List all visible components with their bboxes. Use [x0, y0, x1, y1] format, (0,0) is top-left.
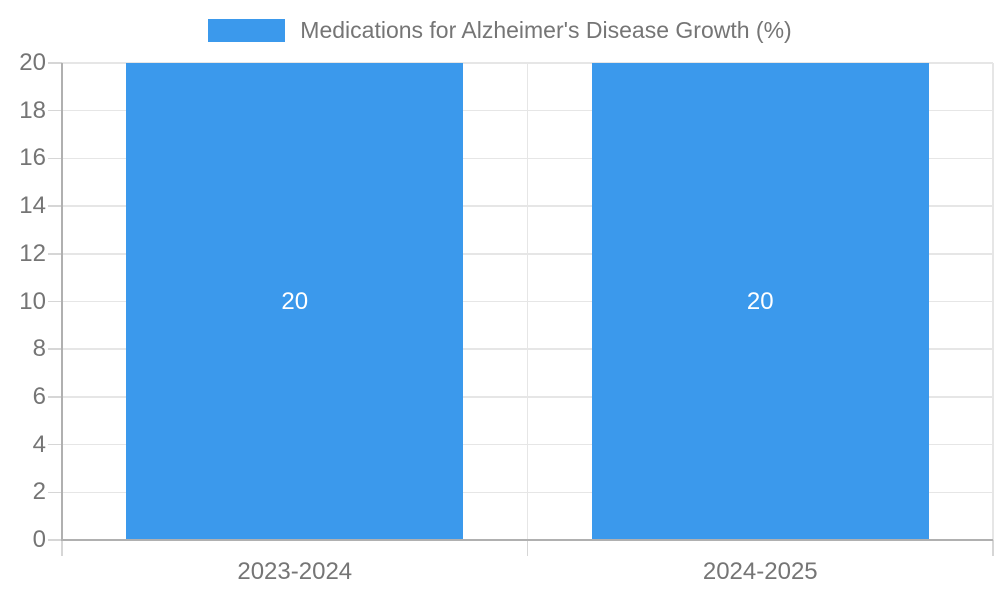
y-tick-label: 10 [19, 287, 46, 315]
y-tick-label: 14 [19, 192, 46, 220]
y-tick-mark [48, 62, 62, 64]
bar[interactable] [126, 63, 464, 540]
x-tick-mark [61, 540, 63, 556]
y-tick-label: 0 [32, 526, 46, 553]
bar-value-label: 20 [746, 287, 774, 315]
x-axis-line [60, 538, 993, 542]
legend-label: Medications for Alzheimer's Disease Grow… [300, 17, 792, 43]
y-tick-mark [48, 491, 62, 494]
y-tick-mark [48, 300, 62, 303]
bar-value-label: 20 [281, 287, 309, 315]
y-tick-label: 18 [19, 96, 46, 124]
legend-swatch [208, 19, 286, 42]
y-axis-line [60, 63, 64, 540]
x-axis-label: 2023-2024 [237, 558, 353, 585]
y-tick-label: 4 [32, 430, 46, 458]
category-boundary-line [992, 63, 994, 540]
y-tick-label: 2 [32, 478, 46, 506]
y-tick-mark [48, 348, 62, 350]
x-tick-mark [992, 540, 994, 556]
y-tick-mark [48, 443, 62, 446]
y-tick-mark [48, 109, 62, 112]
category-boundary-line [526, 63, 529, 540]
x-tick-mark [526, 540, 529, 556]
x-axis-label: 2024-2025 [702, 558, 818, 585]
y-tick-mark [48, 205, 62, 207]
y-tick-label: 8 [32, 335, 46, 363]
bar[interactable] [591, 63, 929, 540]
y-tick-mark [48, 539, 62, 541]
y-tick-label: 20 [19, 49, 46, 76]
y-tick-mark [48, 396, 62, 398]
y-tick-label: 16 [19, 144, 46, 172]
y-tick-label: 12 [19, 239, 46, 267]
legend[interactable]: Medications for Alzheimer's Disease Grow… [0, 17, 1000, 44]
y-tick-mark [48, 157, 62, 160]
y-tick-mark [48, 253, 62, 255]
y-tick-label: 6 [32, 382, 46, 410]
